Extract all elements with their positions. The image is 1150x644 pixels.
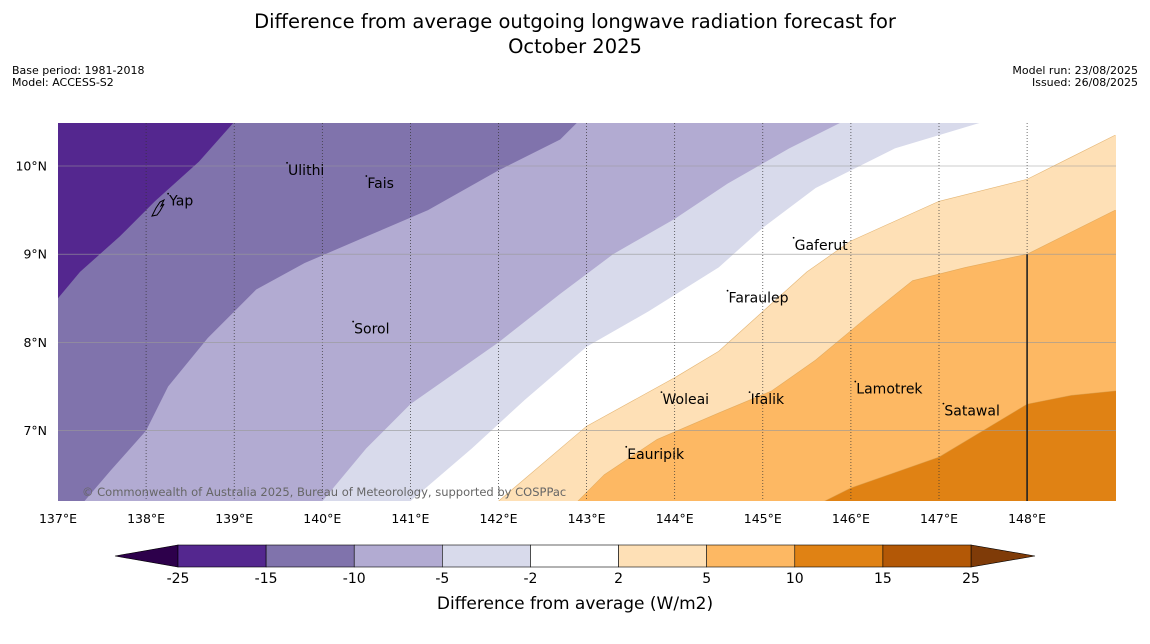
lat-tick-label: 10°N [15, 159, 47, 174]
colorbar: -25 -15 -10 -5 -2 2 5 10 15 25 [114, 544, 1036, 587]
lat-tick-label: 9°N [23, 247, 47, 262]
colorbar-tick-label: 2 [614, 571, 623, 587]
island-dot [942, 402, 945, 405]
contour-band [58, 123, 234, 501]
island-dot [726, 289, 729, 292]
island-dot [748, 391, 751, 394]
place-label: Faraulep [729, 291, 789, 307]
colorbar-swatch [706, 544, 796, 568]
island-dot [792, 236, 795, 239]
lon-tick-label: 148°E [1008, 511, 1046, 526]
place-label: Eauripik [627, 447, 685, 463]
graticule [58, 123, 1116, 501]
issued-date: Issued: 26/08/2025 [1031, 76, 1138, 89]
place-faraulep: Faraulep [726, 289, 789, 307]
lon-tick-label: 144°E [656, 511, 694, 526]
colorbar-tick-label: 25 [962, 571, 980, 587]
island-dot [365, 175, 368, 177]
lat-tick-label: 7°N [23, 423, 47, 438]
colorbar-swatch [265, 544, 355, 568]
colorbar-label: Difference from average (W/m2) [436, 594, 714, 614]
title-line-2: October 2025 [508, 35, 642, 58]
colorbar-tick-label: 5 [702, 571, 711, 587]
island-dot [660, 391, 663, 394]
colorbar-tick-label: -5 [435, 571, 449, 587]
colorbar-tick-label: 15 [874, 571, 892, 587]
colorbar-swatch [353, 544, 443, 568]
place-label: Ulithi [288, 163, 324, 179]
colorbar-tick-label: 10 [786, 571, 804, 587]
colorbar-swatch [530, 544, 619, 568]
lon-tick-label: 147°E [920, 511, 958, 526]
place-label: Fais [367, 176, 394, 192]
title-line-1: Difference from average outgoing longwav… [254, 10, 896, 33]
lon-tick-label: 139°E [215, 511, 253, 526]
colorbar-tick-label: -2 [523, 571, 537, 587]
island-dot [352, 320, 355, 323]
place-lamotrek: Lamotrek [854, 380, 923, 398]
chart-title: Difference from average outgoing longwav… [0, 9, 1150, 59]
place-satawal: Satawal [942, 402, 1000, 420]
meta-right: Model run: 23/08/2025 Issued: 26/08/2025 [1012, 65, 1138, 89]
place-ifalik: Ifalik [748, 391, 785, 408]
colorbar-swatch [442, 544, 531, 568]
yap-island-outline [151, 198, 166, 217]
place-sorol: Sorol [352, 320, 389, 338]
forecast-map: Yap Ulithi Fais Sorol Gaferut Faraulep Woleai I… [15, 123, 1116, 587]
island-dot [854, 380, 857, 383]
island-dot [286, 161, 288, 164]
place-labels: Yap Ulithi Fais Sorol Gaferut Faraulep Woleai I… [151, 161, 1000, 463]
place-ulithi: Ulithi [286, 161, 324, 179]
contour-band [58, 123, 577, 501]
place-label: Sorol [354, 322, 389, 338]
place-woleai: Woleai [660, 391, 709, 408]
place-gaferut: Gaferut [792, 236, 849, 254]
place-label: Yap [168, 194, 193, 210]
place-label: Ifalik [751, 392, 785, 408]
colorbar-tick-label: -10 [343, 571, 366, 587]
lon-tick-label: 138°E [127, 511, 165, 526]
place-label: Gaferut [795, 238, 849, 254]
contour-bands [58, 123, 1116, 501]
base-period: Base period: 1981-2018 [12, 64, 145, 77]
place-eauripik: Eauripik [625, 445, 685, 463]
colorbar-tick-label: -15 [255, 571, 278, 587]
colorbar-extend-high [970, 544, 1036, 568]
copyright-notice: © Commonwealth of Australia 2025, Bureau… [82, 485, 566, 499]
colorbar-tick-label: -25 [167, 571, 190, 587]
contour-edge [577, 209, 1116, 501]
lon-tick-label: 141°E [391, 511, 429, 526]
place-label: Satawal [944, 404, 999, 420]
lon-tick-label: 146°E [832, 511, 870, 526]
lon-tick-label: 145°E [744, 511, 782, 526]
contour-edge [498, 134, 1116, 501]
island-dot [625, 445, 628, 448]
axis-tick-labels: 137°E 138°E 139°E 140°E 141°E 142°E 143°E 144°E… [15, 159, 1046, 527]
colorbar-swatch [177, 544, 267, 568]
place-fais: Fais [365, 175, 394, 192]
colorbar-swatch [882, 544, 972, 568]
colorbar-extend-low [114, 544, 179, 568]
model-run: Model run: 23/08/2025 [1012, 64, 1138, 77]
colorbar-swatch [618, 544, 707, 568]
lon-tick-label: 137°E [39, 511, 77, 526]
meta-left: Base period: 1981-2018 Model: ACCESS-S2 [12, 65, 144, 89]
place-label: Lamotrek [856, 382, 923, 398]
lon-tick-label: 142°E [479, 511, 517, 526]
island-dot [167, 192, 170, 195]
lon-tick-label: 143°E [568, 511, 606, 526]
model-name: Model: ACCESS-S2 [12, 76, 114, 89]
lon-tick-label: 140°E [303, 511, 341, 526]
lat-tick-label: 8°N [23, 335, 47, 350]
place-label: Woleai [662, 392, 709, 408]
colorbar-swatch [794, 544, 884, 568]
place-yap: Yap [167, 192, 193, 210]
